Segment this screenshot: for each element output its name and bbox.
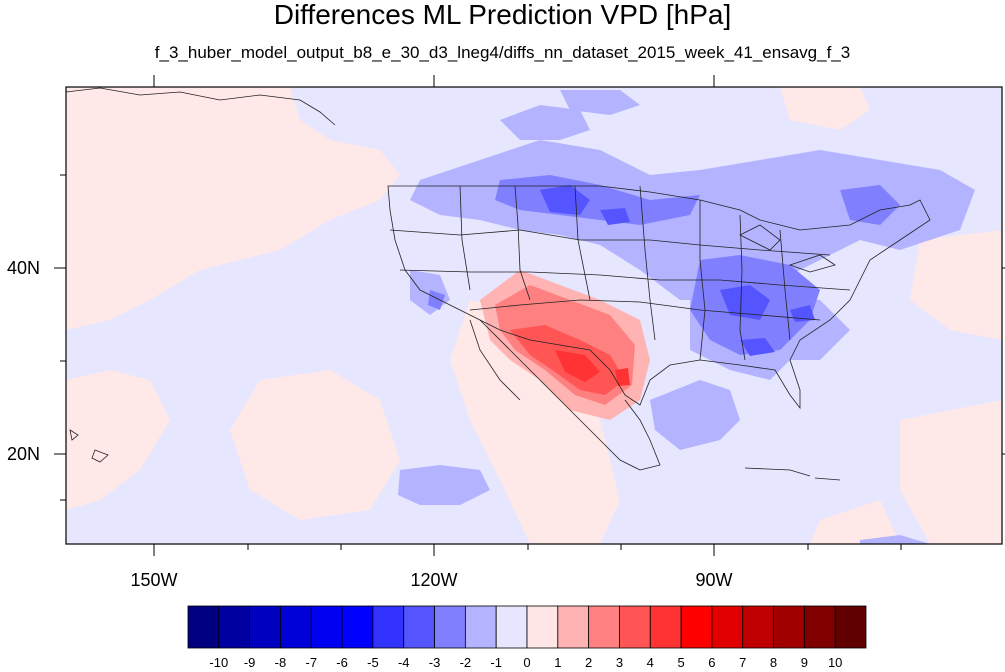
colorbar-swatch <box>218 605 251 649</box>
colorbar-swatch <box>649 605 682 649</box>
colorbar-tick-label: -9 <box>243 655 256 670</box>
colorbar-swatch <box>588 605 620 649</box>
colorbar-swatch <box>341 605 374 649</box>
colorbar-tick-label: 6 <box>708 655 716 670</box>
plot-frame <box>65 86 1003 545</box>
colorbar-tick-label: 3 <box>615 655 624 670</box>
colorbar-tick-label: -4 <box>397 655 410 670</box>
colorbar-tick-label: 7 <box>739 655 747 670</box>
colorbar-tick-label: 2 <box>585 655 593 670</box>
colorbar-swatch <box>280 605 312 649</box>
map-subtitle: f_3_huber_model_output_b8_e_30_d3_lneg4/… <box>154 43 851 62</box>
lat-label-40n: 40N <box>6 258 40 278</box>
colorbar-swatch <box>187 605 220 649</box>
colorbar-swatch <box>680 605 713 649</box>
colorbar-swatch <box>495 605 528 649</box>
colorbar-swatch <box>310 605 343 649</box>
colorbar-swatch <box>434 605 466 649</box>
colorbar-swatch <box>526 605 559 649</box>
colorbar-tick-label: -6 <box>336 655 348 670</box>
colorbar-tick-label: 5 <box>677 655 685 670</box>
colorbar-tick-label: 0 <box>523 655 531 670</box>
colorbar-tick-label: -8 <box>274 655 287 670</box>
colorbar-swatch <box>773 605 805 649</box>
lat-label-20n: 20N <box>6 444 40 464</box>
colorbar-tick-label: -2 <box>459 655 472 670</box>
colorbar-swatch <box>711 605 744 649</box>
map-title: Differences ML Prediction VPD [hPa] <box>273 0 732 30</box>
map-plot-area <box>66 87 1002 544</box>
land-outlines <box>66 87 931 481</box>
colorbar-tick-label: 4 <box>646 655 654 670</box>
colorbar-tick-label: -1 <box>490 655 502 670</box>
colorbar-swatch <box>834 605 867 649</box>
colorbar-swatch <box>557 605 590 649</box>
colorbar-tick-label: 10 <box>827 655 843 670</box>
colorbar-tick-label: -3 <box>428 655 441 670</box>
very-strong-positive-regions <box>555 350 630 386</box>
colorbar-tick-label: 8 <box>769 655 778 670</box>
colorbar-swatch <box>403 605 435 649</box>
colorbar-tick-label: -7 <box>305 655 318 670</box>
strong-negative-regions <box>540 185 815 356</box>
slight-positive-regions <box>66 87 1002 544</box>
colorbar-tick-label: -10 <box>209 655 229 670</box>
colorbar-tick-label: 1 <box>554 655 562 670</box>
colorbar-tick-label: -5 <box>367 655 379 670</box>
colorbar <box>187 605 867 649</box>
lon-label-150w: 150W <box>130 570 178 590</box>
colorbar-swatch <box>742 605 774 649</box>
colorbar-swatch <box>249 605 281 649</box>
colorbar-swatch <box>372 605 405 649</box>
colorbar-swatch <box>464 605 497 649</box>
lon-label-90w: 90W <box>695 570 733 590</box>
lon-label-120w: 120W <box>410 570 458 590</box>
colorbar-swatch <box>619 605 651 649</box>
colorbar-swatch <box>803 605 836 649</box>
colorbar-tick-label: 9 <box>800 655 808 670</box>
